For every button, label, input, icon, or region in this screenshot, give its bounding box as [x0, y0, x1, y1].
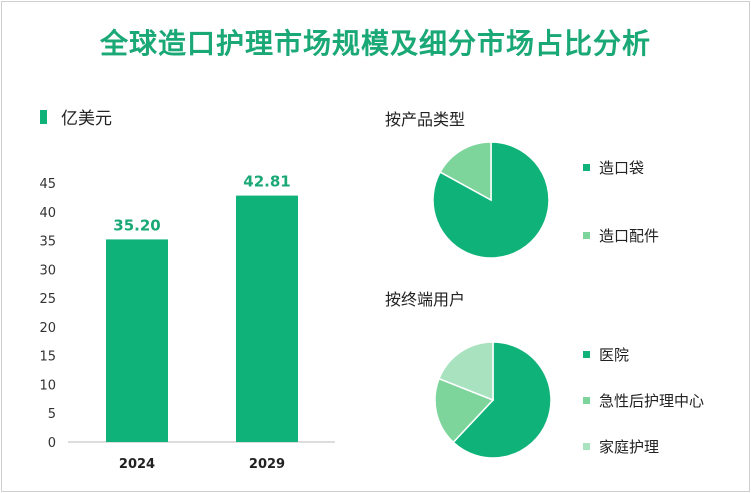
- pie-slice-stoma-accessories: [439, 141, 492, 202]
- legend-swatch-post-acute-care: [583, 397, 590, 404]
- pie-slice-hospital: [452, 341, 552, 459]
- y-tick-label: 25: [39, 292, 56, 307]
- bar-value-label: 42.81: [243, 173, 290, 191]
- legend-item-hospital: 医院: [583, 344, 629, 365]
- x-category-label: 2024: [119, 457, 155, 472]
- pie-chart-product: [432, 141, 550, 259]
- legend-swatch-hospital: [583, 351, 590, 358]
- page-title: 全球造口护理市场规模及细分市场占比分析: [99, 27, 651, 60]
- legend-swatch-home-care: [583, 443, 590, 450]
- x-category-label: 2029: [249, 457, 285, 472]
- y-tick-label: 0: [48, 436, 56, 451]
- y-tick-label: 30: [39, 263, 56, 278]
- unit-legend-swatch: [40, 109, 47, 124]
- legend-label-home-care: 家庭护理: [599, 438, 660, 456]
- y-tick-label: 20: [39, 321, 56, 336]
- pie-slice-home-care: [438, 341, 494, 402]
- y-tick-label: 15: [39, 350, 56, 365]
- legend-swatch-stoma-bag: [583, 164, 590, 171]
- pie-title-end-user: 按终端用户: [385, 290, 466, 309]
- legend-item-post-acute-care: 急性后护理中心: [583, 390, 704, 411]
- pie-title-product: 按产品类型: [385, 110, 466, 129]
- bar-2024: [106, 239, 168, 442]
- y-tick-label: 45: [39, 177, 56, 192]
- legend-item-home-care: 家庭护理: [583, 436, 659, 457]
- unit-legend: 亿美元: [40, 104, 112, 129]
- y-tick-label: 10: [39, 378, 56, 393]
- legend-swatch-stoma-accessories: [583, 232, 590, 239]
- y-tick-label: 40: [39, 206, 56, 221]
- pie-chart-end-user: [434, 341, 552, 459]
- legend-label-stoma-bag: 造口袋: [599, 159, 645, 177]
- bar-value-label: 35.20: [113, 216, 160, 234]
- y-tick-label: 5: [48, 407, 56, 422]
- legend-label-hospital: 医院: [599, 346, 630, 364]
- unit-legend-label: 亿美元: [61, 109, 112, 129]
- y-tick-label: 35: [39, 235, 56, 250]
- legend-label-post-acute-care: 急性后护理中心: [599, 392, 705, 410]
- bar-2029: [236, 195, 298, 442]
- legend-item-stoma-bag: 造口袋: [583, 157, 644, 178]
- legend-item-stoma-accessories: 造口配件: [583, 225, 659, 246]
- legend-label-stoma-accessories: 造口配件: [599, 227, 660, 245]
